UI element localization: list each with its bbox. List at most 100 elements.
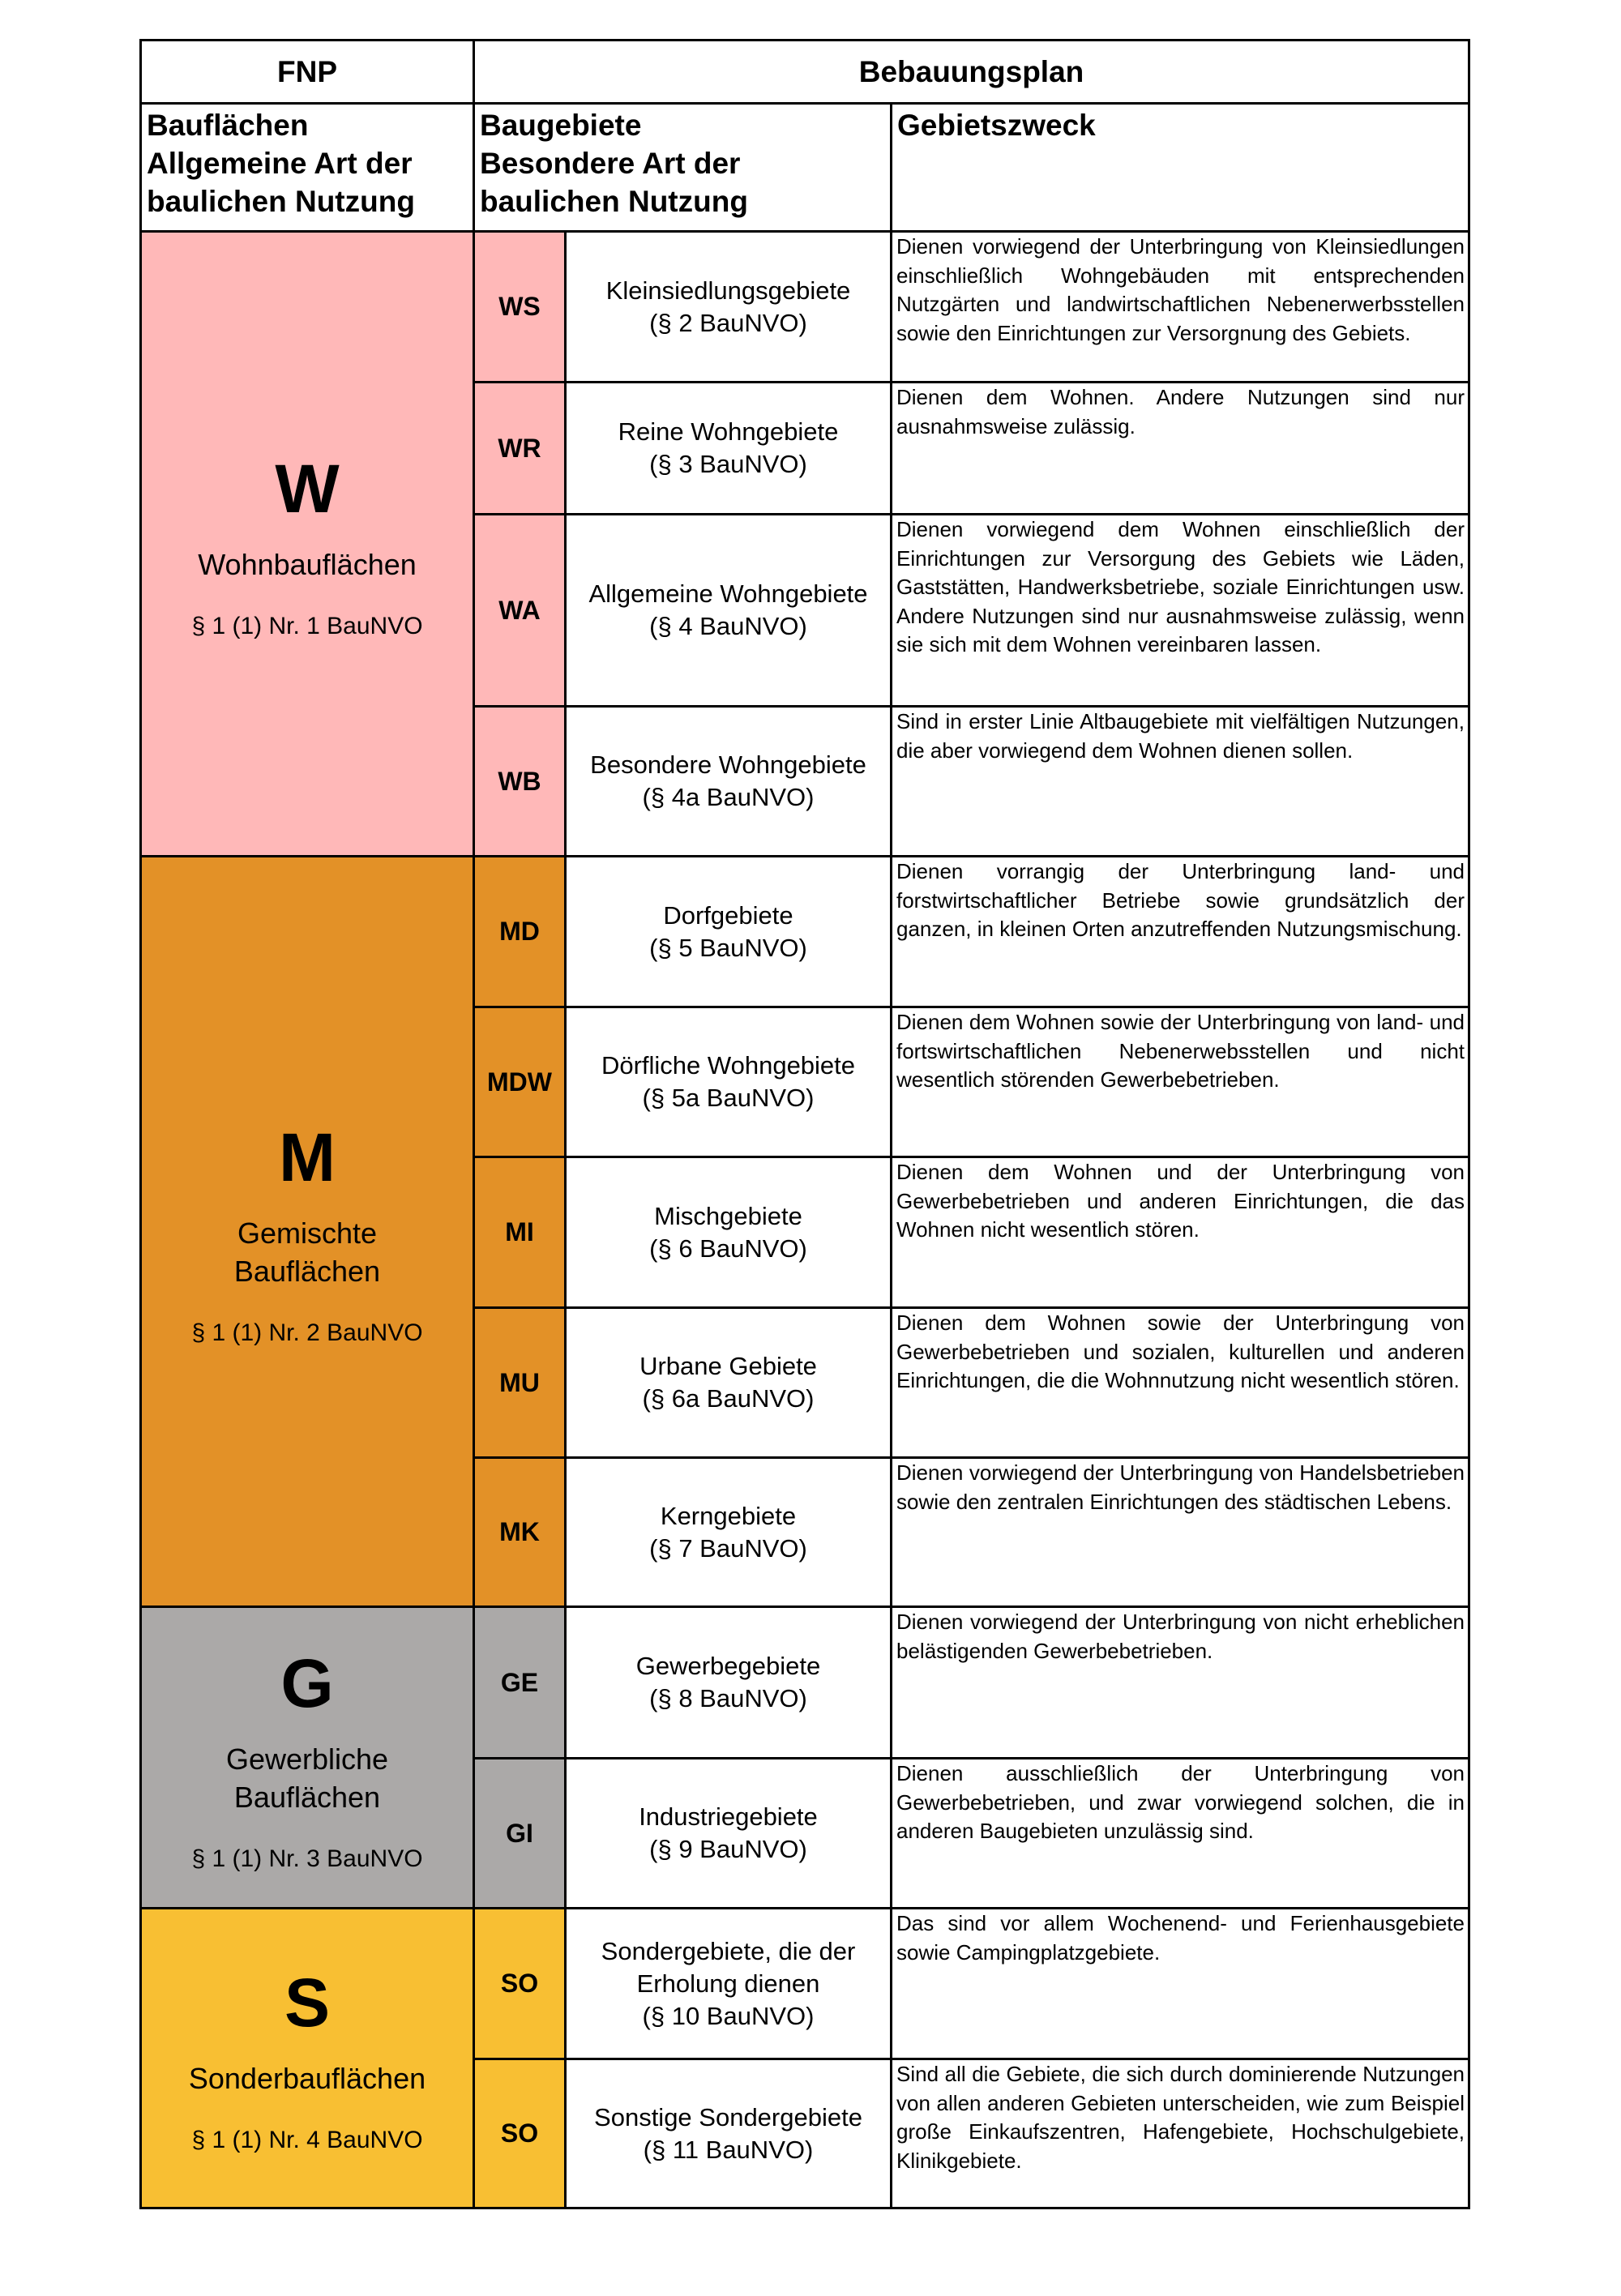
area-name-line: Industriegebiete	[639, 1802, 818, 1831]
area-name-line: Sondergebiete, die der	[601, 1936, 856, 1965]
fnp-group-w: W Wohnbauflächen § 1 (1) Nr. 1 BauNVO	[142, 233, 473, 855]
area-code: WS	[475, 233, 564, 381]
area-name-line: (§ 7 BauNVO)	[649, 1533, 807, 1563]
group-letter: M	[279, 1118, 336, 1195]
header-line: Baugebiete	[480, 109, 642, 142]
area-name-line: (§ 6 BauNVO)	[649, 1234, 807, 1263]
area-code: MK	[475, 1459, 564, 1605]
area-name-text: Industriegebiete (§ 9 BauNVO)	[639, 1801, 818, 1866]
header-gebietszweck: Gebietszweck	[892, 105, 1468, 230]
group-name-line: Bauflächen	[233, 1780, 381, 1814]
area-code: MU	[475, 1309, 564, 1456]
group-paragraph: § 1 (1) Nr. 2 BauNVO	[191, 1319, 423, 1346]
area-purpose: Dienen dem Wohnen. Andere Nutzungen sind…	[892, 383, 1468, 513]
area-name-text: Kerngebiete (§ 7 BauNVO)	[649, 1500, 807, 1565]
area-code: SO	[475, 2060, 564, 2207]
area-name: Reine Wohngebiete (§ 3 BauNVO)	[567, 383, 890, 513]
area-name: Industriegebiete (§ 9 BauNVO)	[567, 1759, 890, 1907]
group-name-line: Bauflächen	[233, 1254, 381, 1288]
area-name-line: (§ 3 BauNVO)	[649, 450, 807, 478]
area-name-line: Allgemeine Wohngebiete	[588, 579, 868, 608]
area-name-line: (§ 6a BauNVO)	[642, 1384, 815, 1413]
area-name: Gewerbegebiete (§ 8 BauNVO)	[567, 1608, 890, 1757]
area-name-line: Gewerbegebiete	[635, 1652, 821, 1680]
area-purpose: Dienen dem Wohnen sowie der Unterbringun…	[892, 1309, 1468, 1456]
group-name-line: Gemischte	[237, 1216, 378, 1250]
group-paragraph: § 1 (1) Nr. 3 BauNVO	[191, 1845, 423, 1872]
area-name: Urbane Gebiete (§ 6a BauNVO)	[567, 1309, 890, 1456]
area-name: Dörfliche Wohngebiete (§ 5a BauNVO)	[567, 1008, 890, 1156]
area-name-text: Dörfliche Wohngebiete (§ 5a BauNVO)	[601, 1050, 855, 1114]
area-purpose: Sind all die Gebiete, die sich durch dom…	[892, 2060, 1468, 2207]
header-line: Bauflächen	[147, 109, 309, 142]
area-name: Kleinsiedlungsgebiete (§ 2 BauNVO)	[567, 233, 890, 381]
area-name-line: (§ 4 BauNVO)	[649, 612, 807, 640]
area-purpose: Dienen vorwiegend der Unterbringung von …	[892, 233, 1468, 381]
area-name-line: Mischgebiete	[654, 1201, 802, 1230]
group-paragraph: § 1 (1) Nr. 1 BauNVO	[191, 612, 423, 639]
area-purpose: Dienen vorrangig der Unterbringung land-…	[892, 857, 1468, 1006]
area-code: MD	[475, 857, 564, 1006]
area-name-text: Allgemeine Wohngebiete (§ 4 BauNVO)	[588, 578, 867, 643]
group-name: Sonderbauflächen	[189, 2059, 426, 2097]
area-name-line: (§ 2 BauNVO)	[649, 308, 807, 337]
area-name-line: (§ 5 BauNVO)	[649, 933, 807, 962]
area-name-text: Reine Wohngebiete (§ 3 BauNVO)	[618, 416, 839, 481]
fnp-group-g: G Gewerbliche Bauflächen § 1 (1) Nr. 3 BauN…	[142, 1608, 473, 1907]
header-line: Besondere Art der	[480, 147, 741, 180]
group-name: Gewerbliche Bauflächen	[226, 1740, 388, 1816]
group-name: Gemischte Bauflächen	[234, 1214, 380, 1290]
header-bebauungsplan: Bebauungsplan	[475, 41, 1468, 102]
header-bauflaechen: Bauflächen Allgemeine Art der baulichen …	[142, 105, 473, 230]
area-name-line: (§ 9 BauNVO)	[649, 1835, 807, 1863]
area-name-line: Reine Wohngebiete	[618, 417, 839, 446]
fnp-group-m: M Gemischte Bauflächen § 1 (1) Nr. 2 BauNVO	[142, 857, 473, 1605]
area-name-text: Kleinsiedlungsgebiete (§ 2 BauNVO)	[606, 275, 851, 340]
area-purpose: Dienen vorwiegend dem Wohnen einschließl…	[892, 515, 1468, 705]
baugebiete-table: FNP Bebauungsplan Bauflächen Allgemeine …	[139, 39, 1470, 2209]
header-line: baulichen Nutzung	[480, 185, 748, 218]
header-line: Allgemeine Art der	[147, 147, 413, 180]
area-purpose: Dienen vorwiegend der Unterbringung von …	[892, 1459, 1468, 1605]
area-name-text: Sonstige Sondergebiete (§ 11 BauNVO)	[594, 2101, 862, 2166]
header-baugebiete: Baugebiete Besondere Art der baulichen N…	[475, 105, 890, 230]
area-purpose: Sind in erster Linie Altbaugebiete mit v…	[892, 708, 1468, 855]
area-purpose: Dienen dem Wohnen und der Unterbringung …	[892, 1158, 1468, 1306]
area-name: Dorfgebiete (§ 5 BauNVO)	[567, 857, 890, 1006]
area-name-line: (§ 8 BauNVO)	[649, 1684, 807, 1712]
group-name: Wohnbauflächen	[198, 545, 417, 584]
area-name-line: Erholung dienen	[636, 1969, 820, 1998]
area-code: GI	[475, 1759, 564, 1907]
group-letter: G	[280, 1644, 334, 1721]
area-code: SO	[475, 1909, 564, 2058]
fnp-group-s: S Sonderbauflächen § 1 (1) Nr. 4 BauNVO	[142, 1909, 473, 2207]
area-code: MDW	[475, 1008, 564, 1156]
area-name-line: Besondere Wohngebiete	[590, 750, 866, 779]
area-code: WR	[475, 383, 564, 513]
area-purpose: Dienen vorwiegend der Unterbringung von …	[892, 1608, 1468, 1757]
group-letter: S	[284, 1965, 331, 2041]
area-name-line: (§ 5a BauNVO)	[642, 1084, 815, 1112]
area-name-text: Dorfgebiete (§ 5 BauNVO)	[649, 900, 807, 964]
group-letter: W	[275, 450, 340, 527]
area-name: Sondergebiete, die der Erholung dienen (§ …	[567, 1909, 890, 2058]
group-name-line: Sonderbauflächen	[188, 2062, 426, 2095]
area-name-line: (§ 11 BauNVO)	[643, 2135, 814, 2164]
header-fnp: FNP	[142, 41, 473, 102]
area-code: MI	[475, 1158, 564, 1306]
area-name-text: Sondergebiete, die der Erholung dienen (§ …	[601, 1935, 856, 2033]
area-name-text: Gewerbegebiete (§ 8 BauNVO)	[636, 1650, 821, 1715]
area-name-text: Besondere Wohngebiete (§ 4a BauNVO)	[590, 749, 866, 814]
group-paragraph: § 1 (1) Nr. 4 BauNVO	[191, 2127, 423, 2153]
area-name-line: Kerngebiete	[660, 1501, 797, 1530]
area-name: Mischgebiete (§ 6 BauNVO)	[567, 1158, 890, 1306]
area-code: GE	[475, 1608, 564, 1757]
area-name: Besondere Wohngebiete (§ 4a BauNVO)	[567, 708, 890, 855]
area-name-line: Urbane Gebiete	[639, 1352, 817, 1380]
area-name-line: (§ 10 BauNVO)	[642, 2001, 815, 2030]
area-purpose: Dienen dem Wohnen sowie der Unterbringun…	[892, 1008, 1468, 1156]
area-name: Allgemeine Wohngebiete (§ 4 BauNVO)	[567, 515, 890, 705]
area-name-text: Urbane Gebiete (§ 6a BauNVO)	[639, 1350, 817, 1415]
area-name-line: Kleinsiedlungsgebiete	[605, 276, 851, 305]
area-name: Kerngebiete (§ 7 BauNVO)	[567, 1459, 890, 1605]
